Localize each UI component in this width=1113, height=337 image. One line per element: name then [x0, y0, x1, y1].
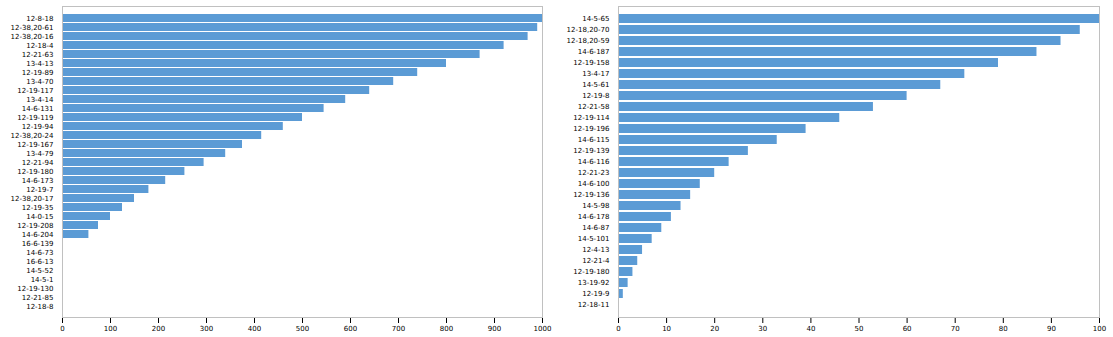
svg-text:12-19-35: 12-19-35	[22, 204, 54, 212]
svg-text:14-6-87: 14-6-87	[582, 224, 609, 232]
svg-text:1000: 1000	[534, 325, 552, 333]
svg-text:600: 600	[344, 325, 357, 333]
svg-text:12-4-13: 12-4-13	[582, 246, 609, 254]
svg-text:12-21-4: 12-21-4	[582, 257, 610, 265]
svg-text:14-5-98: 14-5-98	[582, 202, 609, 210]
svg-text:700: 700	[392, 325, 405, 333]
svg-text:12-19-139: 12-19-139	[573, 147, 609, 155]
svg-text:0: 0	[616, 325, 620, 333]
svg-text:30: 30	[758, 325, 767, 333]
svg-text:100: 100	[1093, 325, 1106, 333]
svg-text:12-19-130: 12-19-130	[17, 285, 53, 293]
svg-text:14-6-187: 14-6-187	[578, 48, 610, 56]
svg-text:13-4-13: 13-4-13	[26, 60, 53, 68]
svg-text:14-5-65: 14-5-65	[582, 15, 609, 23]
svg-text:12-19-7: 12-19-7	[26, 186, 53, 194]
svg-text:12-19-208: 12-19-208	[17, 222, 53, 230]
svg-text:12-21-85: 12-21-85	[22, 294, 54, 302]
svg-text:800: 800	[440, 325, 453, 333]
svg-text:13-19-92: 13-19-92	[578, 279, 610, 287]
svg-text:12-38,20-61: 12-38,20-61	[11, 24, 54, 32]
svg-text:12-21-94: 12-21-94	[22, 159, 54, 167]
svg-text:300: 300	[200, 325, 213, 333]
svg-text:12-19-180: 12-19-180	[17, 168, 53, 176]
svg-text:60: 60	[903, 325, 912, 333]
svg-text:12-19-119: 12-19-119	[17, 114, 53, 122]
svg-text:80: 80	[999, 325, 1008, 333]
svg-text:500: 500	[296, 325, 309, 333]
svg-text:14-6-115: 14-6-115	[578, 136, 610, 144]
svg-text:16-6-139: 16-6-139	[22, 240, 54, 248]
svg-text:12-19-89: 12-19-89	[22, 69, 54, 77]
svg-text:12-19-94: 12-19-94	[22, 123, 54, 131]
svg-text:14-6-73: 14-6-73	[26, 249, 53, 257]
svg-text:12-18-8: 12-18-8	[26, 303, 53, 311]
svg-text:12-18-4: 12-18-4	[26, 42, 54, 50]
svg-text:12-19-114: 12-19-114	[573, 114, 610, 122]
svg-text:14-6-116: 14-6-116	[578, 158, 610, 166]
svg-text:12-19-196: 12-19-196	[573, 125, 610, 133]
svg-text:50: 50	[855, 325, 864, 333]
svg-text:12-19-180: 12-19-180	[573, 268, 609, 276]
svg-text:14-6-178: 14-6-178	[578, 213, 610, 221]
svg-text:14-5-61: 14-5-61	[582, 81, 609, 89]
svg-text:12-38,20-24: 12-38,20-24	[11, 132, 54, 140]
svg-text:13-4-17: 13-4-17	[582, 70, 609, 78]
svg-text:12-38,20-17: 12-38,20-17	[11, 195, 54, 203]
svg-text:14-0-15: 14-0-15	[26, 213, 53, 221]
svg-text:12-19-167: 12-19-167	[17, 141, 53, 149]
svg-text:0: 0	[60, 325, 64, 333]
svg-text:40: 40	[806, 325, 815, 333]
svg-text:14-6-100: 14-6-100	[578, 180, 610, 188]
svg-text:13-4-70: 13-4-70	[26, 78, 53, 86]
svg-text:12-19-9: 12-19-9	[582, 290, 609, 298]
svg-text:12-8-18: 12-8-18	[26, 15, 53, 23]
svg-text:16-6-13: 16-6-13	[26, 258, 53, 266]
svg-text:12-19-158: 12-19-158	[573, 59, 609, 67]
svg-text:12-19-8: 12-19-8	[582, 92, 609, 100]
svg-text:100: 100	[104, 325, 117, 333]
svg-text:900: 900	[488, 325, 501, 333]
svg-text:14-5-1: 14-5-1	[31, 276, 54, 284]
svg-text:14-6-131: 14-6-131	[22, 105, 54, 113]
svg-text:14-6-173: 14-6-173	[22, 177, 54, 185]
svg-text:14-6-204: 14-6-204	[22, 231, 54, 239]
svg-text:200: 200	[152, 325, 165, 333]
svg-text:12-21-58: 12-21-58	[578, 103, 610, 111]
svg-text:12-21-63: 12-21-63	[22, 51, 54, 59]
svg-text:12-19-136: 12-19-136	[573, 191, 610, 199]
svg-text:12-19-117: 12-19-117	[17, 87, 53, 95]
svg-text:10: 10	[662, 325, 671, 333]
svg-text:70: 70	[951, 325, 960, 333]
svg-text:12-38,20-16: 12-38,20-16	[11, 33, 54, 41]
svg-text:90: 90	[1047, 325, 1056, 333]
svg-text:13-4-14: 13-4-14	[26, 96, 54, 104]
svg-text:12-21-23: 12-21-23	[578, 169, 610, 177]
svg-text:20: 20	[710, 325, 719, 333]
svg-text:12-18,20-70: 12-18,20-70	[567, 26, 610, 34]
svg-text:13-4-79: 13-4-79	[26, 150, 53, 158]
svg-text:12-18-11: 12-18-11	[578, 301, 610, 309]
svg-text:14-5-52: 14-5-52	[26, 267, 53, 275]
svg-text:14-5-101: 14-5-101	[578, 235, 610, 243]
svg-text:12-18,20-59: 12-18,20-59	[567, 37, 610, 45]
svg-text:400: 400	[248, 325, 261, 333]
